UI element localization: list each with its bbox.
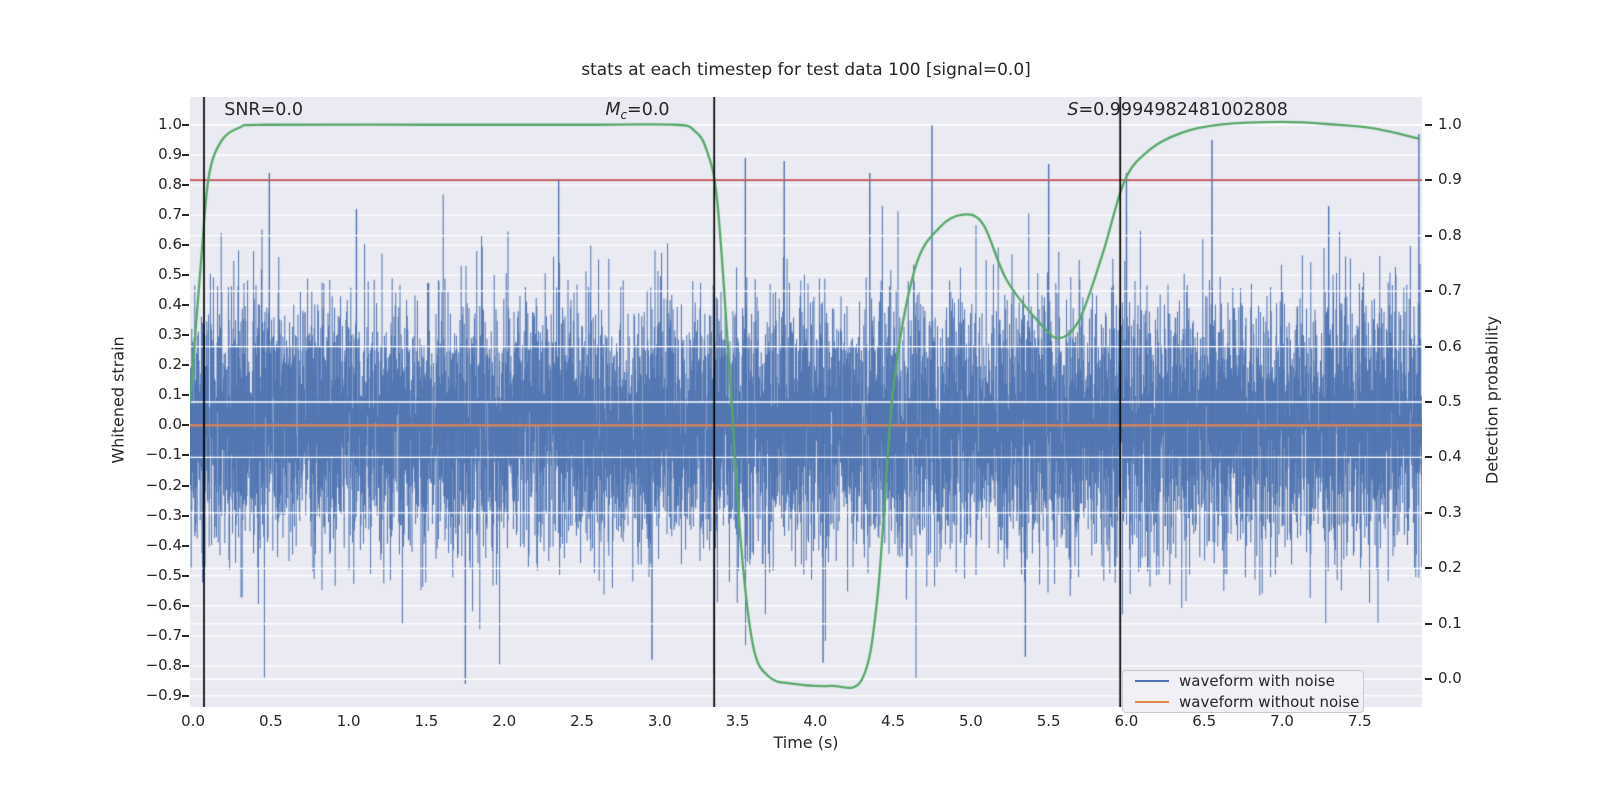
y-tick-label-left: 0.9: [158, 144, 182, 163]
y-tick-mark-right: [1425, 179, 1432, 182]
chart-title: stats at each timestep for test data 100…: [581, 60, 1031, 80]
plot-canvas: [190, 97, 1422, 707]
y-tick-mark-right: [1425, 290, 1432, 293]
x-tick-label: 5.5: [1036, 712, 1061, 730]
y-tick-label-left: 0.1: [158, 385, 182, 404]
y-tick-mark-left: [182, 664, 189, 667]
y-tick-label-right: 0.7: [1438, 281, 1462, 300]
x-tick-label: 2.5: [570, 712, 594, 730]
y-tick-mark-right: [1425, 456, 1432, 459]
legend: waveform with noise waveform without noi…: [1122, 670, 1364, 713]
y-tick-mark-left: [182, 334, 189, 337]
y-tick-mark-left: [182, 304, 189, 307]
x-tick-label: 0.0: [181, 712, 206, 730]
y-tick-label-right: 0.8: [1438, 225, 1462, 244]
y-tick-label-left: −0.4: [145, 535, 182, 554]
y-tick-label-left: −0.3: [145, 505, 182, 524]
x-tick-label: 6.0: [1114, 712, 1139, 730]
y-tick-mark-left: [182, 694, 189, 697]
y-tick-mark-left: [182, 244, 189, 247]
y-tick-label-right: 1.0: [1438, 114, 1462, 133]
y-tick-mark-left: [182, 484, 189, 487]
y-tick-mark-right: [1425, 567, 1432, 570]
waveform-with-noise-line-icon: [1135, 680, 1169, 682]
y-tick-label-right: 0.1: [1438, 613, 1462, 632]
y-tick-mark-right: [1425, 123, 1432, 126]
y-tick-mark-left: [182, 123, 189, 126]
y-axis-label-left: Whitened strain: [108, 336, 128, 464]
y-tick-mark-left: [182, 184, 189, 187]
x-tick-label: 4.5: [881, 712, 906, 730]
x-tick-label: 3.0: [647, 712, 672, 730]
y-tick-mark-right: [1425, 401, 1432, 403]
x-tick-label: 1.5: [414, 712, 439, 730]
y-tick-label-left: 0.0: [158, 415, 182, 434]
legend-label-without-noise: waveform without noise: [1179, 693, 1360, 711]
y-tick-label-left: 0.3: [158, 325, 182, 344]
y-tick-mark-right: [1425, 345, 1432, 348]
y-tick-label-right: 0.5: [1438, 392, 1462, 410]
stat-annotation: Mc=0.0: [605, 100, 670, 122]
x-tick-label: 4.0: [803, 712, 828, 730]
x-tick-label: 3.5: [725, 712, 750, 730]
stat-annotation: S=0.9994982481002808: [1067, 100, 1288, 120]
y-tick-label-right: 0.4: [1438, 447, 1462, 466]
y-tick-label-left: 0.8: [158, 175, 182, 194]
y-tick-mark-left: [182, 274, 189, 277]
y-tick-mark-right: [1425, 234, 1432, 237]
x-tick-label: 6.5: [1192, 712, 1217, 730]
x-tick-label: 0.5: [258, 712, 283, 730]
legend-item-without-noise: waveform without noise: [1123, 693, 1363, 711]
y-tick-mark-right: [1425, 678, 1432, 681]
y-tick-mark-left: [182, 153, 189, 156]
y-tick-mark-left: [182, 454, 189, 457]
waveform-without-noise-line-icon: [1135, 701, 1169, 703]
y-tick-mark-left: [182, 364, 189, 367]
x-tick-label: 7.5: [1347, 712, 1372, 730]
y-tick-label-right: 0.9: [1438, 170, 1462, 189]
y-tick-mark-left: [182, 394, 189, 397]
y-tick-label-right: 0.0: [1438, 669, 1462, 688]
y-tick-label-left: −0.2: [145, 475, 182, 494]
y-tick-mark-right: [1425, 511, 1432, 514]
y-tick-label-left: 1.0: [158, 114, 182, 133]
y-tick-mark-left: [182, 604, 189, 607]
y-tick-label-left: −0.9: [145, 685, 182, 704]
y-tick-label-left: −0.8: [145, 655, 182, 674]
y-tick-label-left: −0.1: [145, 445, 182, 464]
y-tick-mark-left: [182, 634, 189, 637]
x-tick-label: 2.0: [492, 712, 517, 730]
x-tick-label: 7.0: [1270, 712, 1294, 730]
legend-item-with-noise: waveform with noise: [1123, 672, 1363, 690]
y-tick-mark-left: [182, 574, 189, 577]
x-tick-label: 1.0: [336, 712, 361, 730]
x-axis-label: Time (s): [773, 733, 839, 752]
y-tick-mark-left: [182, 514, 189, 517]
y-tick-mark-left: [182, 424, 189, 427]
legend-label-with-noise: waveform with noise: [1179, 672, 1335, 690]
y-tick-mark-right: [1425, 622, 1432, 625]
y-tick-label-left: −0.5: [145, 565, 182, 584]
y-tick-label-left: 0.7: [158, 205, 182, 224]
stat-annotation: SNR=0.0: [224, 100, 304, 120]
y-tick-label-left: −0.7: [145, 625, 182, 644]
y-tick-label-right: 0.3: [1438, 502, 1462, 521]
y-tick-label-right: 0.2: [1438, 558, 1462, 577]
y-tick-mark-left: [182, 214, 189, 217]
y-tick-mark-left: [182, 544, 189, 547]
y-tick-label-left: 0.6: [158, 235, 182, 254]
y-tick-label-left: −0.6: [145, 595, 182, 614]
y-tick-label-left: 0.2: [158, 355, 182, 374]
x-tick-label: 5.0: [958, 712, 983, 730]
y-tick-label-left: 0.5: [158, 265, 182, 284]
plot-area: [190, 97, 1422, 707]
y-tick-label-left: 0.4: [158, 295, 182, 314]
y-tick-label-right: 0.6: [1438, 336, 1462, 355]
y-axis-label-right: Detection probability: [1482, 315, 1502, 485]
